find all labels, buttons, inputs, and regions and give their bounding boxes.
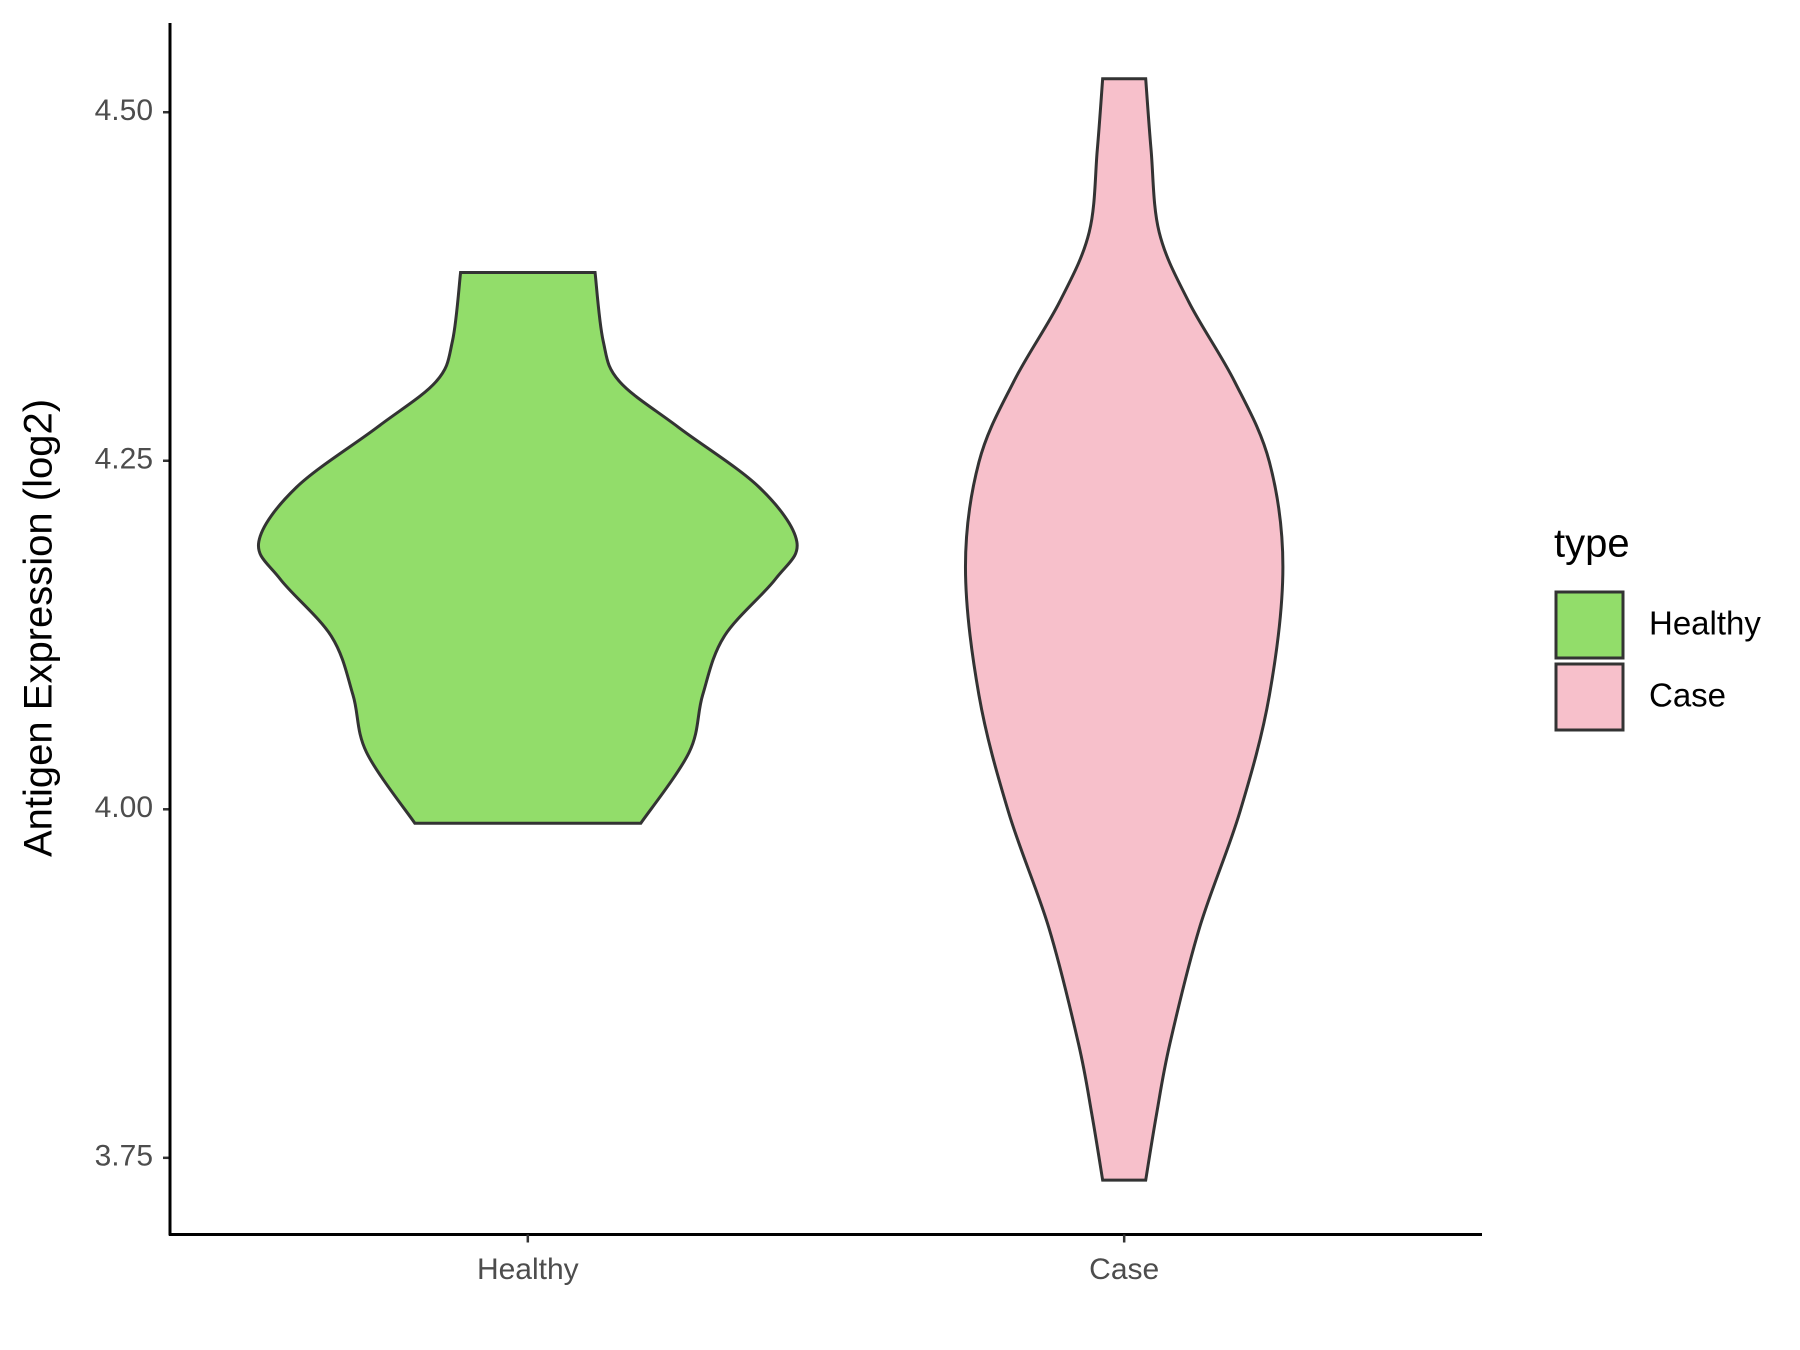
legend-label: Case [1649,677,1726,714]
y-tick-label: 4.25 [95,443,153,476]
y-tick-label: 4.50 [95,94,153,127]
x-tick-label: Healthy [477,1253,579,1286]
violin [963,77,1285,1182]
y-tick-label: 3.75 [95,1140,153,1173]
legend-key [1554,590,1625,660]
x-tick-label: Case [1089,1253,1159,1286]
y-axis-title: Antigen Expression (log2) [17,399,61,857]
legend-title: type [1554,522,1630,566]
legend-key [1554,662,1625,732]
violin [256,271,799,825]
y-tick-label: 4.00 [95,791,153,824]
legend-label: Healthy [1649,605,1761,642]
